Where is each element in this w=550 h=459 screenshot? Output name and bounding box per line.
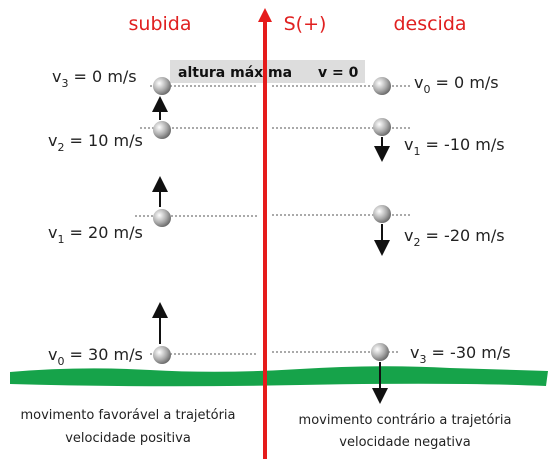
velocity-label: v0 = 0 m/s [414,73,499,96]
header-right: descida [393,13,466,35]
velocity-label: v3 = -30 m/s [410,343,511,366]
label-rest: = -20 m/s [420,226,504,245]
velocity-label: v1 = -10 m/s [404,135,505,158]
label-sub: 2 [413,236,420,249]
footer-left-1: movimento favorável a trajetória [20,408,235,423]
label-sub: 0 [423,83,430,96]
footer-right-1: movimento contrário a trajetória [299,413,512,428]
velocity-label: v1 = 20 m/s [48,223,143,246]
label-sub: 1 [57,233,64,246]
label-sub: 3 [61,77,68,90]
label-sub: 0 [57,355,64,368]
footer-right-2: velocidade negativa [339,435,470,450]
label-sub: 1 [413,145,420,158]
label-rest: = -10 m/s [420,135,504,154]
label-sub: 2 [57,141,64,154]
label-symbol: v [404,226,413,245]
label-rest: = -30 m/s [426,343,510,362]
axis-arrow [258,8,272,22]
velocity-label: v2 = -20 m/s [404,226,505,249]
label-symbol: v [410,343,419,362]
header-axis: S(+) [284,13,327,35]
velocity-label: v2 = 10 m/s [48,131,143,154]
velocity-label: v0 = 30 m/s [48,345,143,368]
banner-text: altura máxima [178,65,292,81]
header-left: subida [129,13,192,35]
footer-left-2: velocidade positiva [65,431,191,446]
banner-box [170,60,365,83]
banner-condition: v = 0 [318,65,359,81]
label-rest: = 30 m/s [64,345,142,364]
label-symbol: v [48,131,57,150]
velocity-arrows [152,96,390,404]
label-sub: 3 [419,353,426,366]
label-symbol: v [48,223,57,242]
velocity-label: v3 = 0 m/s [52,67,137,90]
label-rest: = 0 m/s [430,73,498,92]
label-rest: = 10 m/s [64,131,142,150]
label-symbol: v [48,345,57,364]
label-rest: = 20 m/s [64,223,142,242]
label-symbol: v [404,135,413,154]
label-symbol: v [414,73,423,92]
dashed-lines [135,85,412,355]
label-rest: = 0 m/s [68,67,136,86]
labels: v3 = 0 m/sv2 = 10 m/sv1 = 20 m/sv0 = 30 … [48,67,511,368]
ground [10,366,548,387]
balls [153,77,391,364]
label-symbol: v [52,67,61,86]
